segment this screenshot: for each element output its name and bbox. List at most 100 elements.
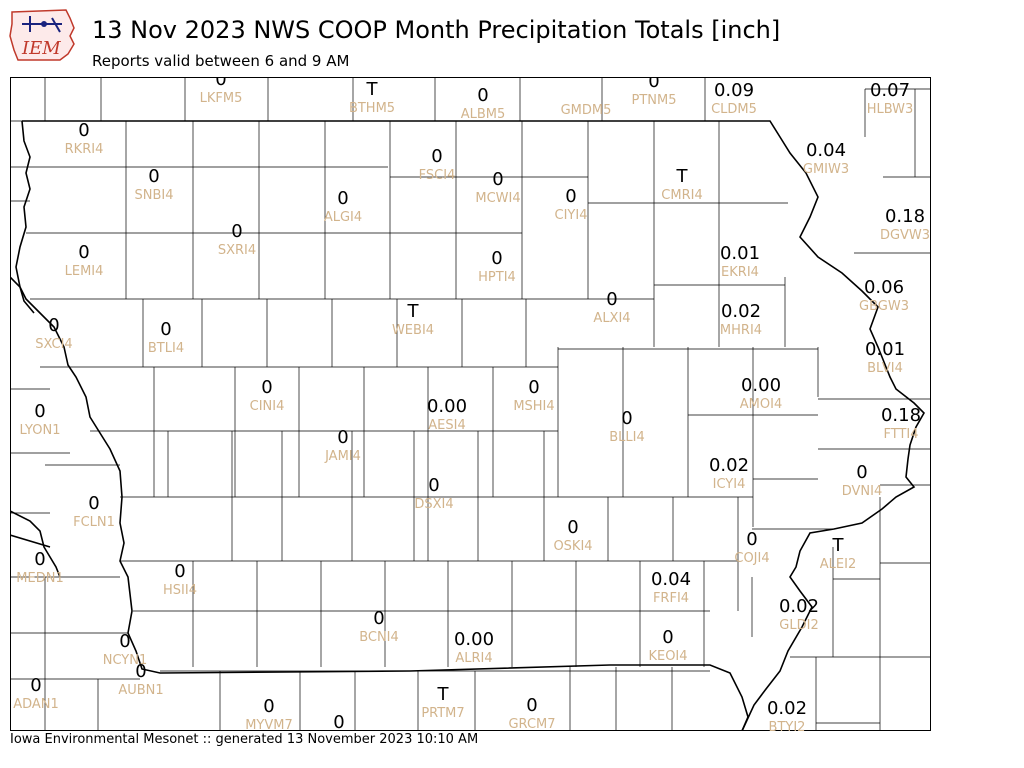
station-value: 0.02 — [779, 596, 819, 617]
station-id: DVNI4 — [842, 484, 883, 499]
page-title: 13 Nov 2023 NWS COOP Month Precipitation… — [92, 16, 781, 44]
station-id: MSHI4 — [513, 399, 554, 414]
station-value: 0 — [135, 661, 146, 682]
station-value: 0 — [662, 627, 673, 648]
station-id: ALGI4 — [324, 210, 362, 225]
station-value: 0 — [34, 549, 45, 570]
station-value: 0 — [333, 712, 344, 731]
station-id: MEDN1 — [16, 571, 63, 586]
station-id: GRCM7 — [508, 717, 555, 731]
station-id: SNBI4 — [135, 188, 174, 203]
station-id: CIYI4 — [555, 208, 588, 223]
station-value: 0 — [261, 377, 272, 398]
station-value: T — [407, 301, 420, 322]
station-id: BLLI4 — [609, 430, 645, 445]
station-id: ADAN1 — [13, 697, 59, 712]
station-value: 0 — [148, 166, 159, 187]
station-id: FTTI4 — [883, 427, 918, 442]
station-id: FCLN1 — [73, 515, 115, 530]
station-value: T — [437, 684, 450, 705]
station-value: 0.04 — [806, 140, 846, 161]
station-id: HSII4 — [163, 583, 197, 598]
state-boundaries — [10, 120, 925, 731]
station-value: 0.00 — [427, 396, 467, 417]
station-value: 0 — [88, 493, 99, 514]
station-id: GMDM5 — [561, 103, 612, 118]
station-value: 0.02 — [721, 301, 761, 322]
station-id: CMRI4 — [661, 188, 702, 203]
station-value: 0 — [492, 169, 503, 190]
station-value: 0 — [48, 315, 59, 336]
station-value: 0 — [431, 146, 442, 167]
station-value: 0.02 — [709, 455, 749, 476]
station-id: MYVM7 — [245, 718, 293, 731]
station-value: 0 — [215, 77, 226, 90]
station-value: 0.18 — [881, 405, 921, 426]
station-id: ALBM5 — [461, 107, 506, 122]
iem-logo-icon: IEM — [9, 9, 75, 61]
station-id: AUBN1 — [118, 683, 163, 698]
station-value: 0 — [526, 695, 537, 716]
station-id: ALEI2 — [820, 557, 856, 572]
station-id: WEBI4 — [392, 323, 434, 338]
station-value: 0.18 — [885, 206, 925, 227]
station-id: COJI4 — [734, 551, 769, 566]
station-value: 0 — [491, 248, 502, 269]
station-value: 0 — [856, 462, 867, 483]
station-id: BTHM5 — [349, 101, 395, 116]
station-id: FSCI4 — [419, 168, 456, 183]
station-id: PRTM7 — [421, 706, 464, 721]
station-id: JAMI4 — [324, 449, 361, 464]
station-id: BCNI4 — [359, 630, 399, 645]
page-subtitle: Reports valid between 6 and 9 AM — [92, 52, 350, 70]
station-id: BLVI4 — [867, 361, 903, 376]
station-value: 0 — [565, 186, 576, 207]
station-id: SXRI4 — [218, 243, 256, 258]
logo-text: IEM — [21, 38, 61, 59]
station-id: GLDI2 — [779, 618, 818, 633]
station-id: MCWI4 — [475, 191, 520, 206]
station-value: 0 — [567, 517, 578, 538]
station-id: MHRI4 — [720, 323, 762, 338]
station-value: 0.07 — [870, 80, 910, 101]
station-id: ALXI4 — [593, 311, 630, 326]
station-value: 0 — [263, 696, 274, 717]
station-value: T — [366, 79, 379, 100]
station-value: 0.01 — [720, 243, 760, 264]
station-value: 0 — [373, 608, 384, 629]
